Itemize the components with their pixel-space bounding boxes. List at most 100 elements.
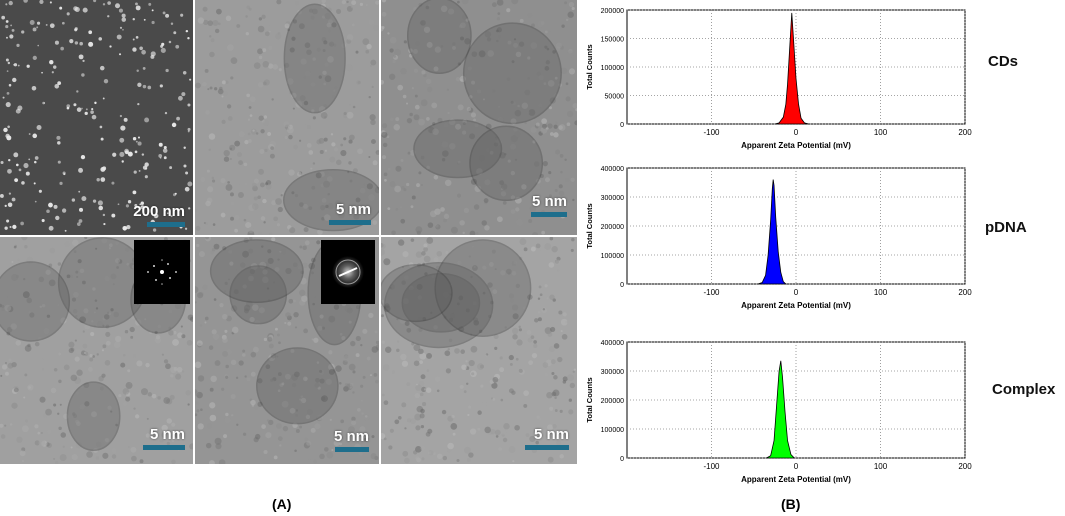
noise-speck (15, 340, 22, 346)
noise-speck (161, 353, 165, 356)
noise-speck (457, 160, 461, 164)
noise-speck (572, 370, 575, 373)
nanoparticle-dot (21, 30, 25, 34)
noise-speck (21, 460, 24, 463)
x-tick-label: 200 (958, 462, 972, 471)
noise-speck (433, 325, 438, 330)
noise-speck (495, 435, 499, 438)
noise-speck (396, 340, 400, 343)
noise-speck (282, 425, 289, 432)
nanoparticle-dot (81, 196, 87, 202)
noise-speck (400, 158, 404, 162)
noise-speck (470, 112, 477, 118)
noise-speck (510, 118, 517, 125)
diffraction-pattern-icon (147, 259, 177, 285)
noise-speck (421, 251, 426, 256)
noise-speck (383, 437, 387, 441)
noise-speck (26, 297, 32, 304)
nanoparticle-dot (132, 47, 137, 52)
nanoparticle-dot (73, 103, 77, 107)
nanoparticle-dot (81, 73, 85, 77)
noise-speck (252, 304, 259, 311)
noise-speck (227, 278, 231, 281)
noise-speck (46, 442, 52, 448)
nanoparticle-dot (126, 224, 131, 230)
noise-speck (195, 82, 201, 89)
noise-speck (366, 183, 373, 190)
noise-speck (327, 203, 334, 210)
noise-speck (313, 296, 317, 299)
noise-speck (25, 419, 29, 423)
noise-speck (401, 402, 407, 408)
nanoparticle-dot (8, 0, 13, 6)
nanoparticle-dot (187, 130, 190, 133)
nanoparticle-dot (57, 141, 61, 145)
noise-speck (432, 122, 436, 126)
noise-speck (441, 141, 449, 148)
noise-speck (529, 117, 535, 122)
noise-speck (350, 340, 356, 347)
noise-speck (115, 240, 120, 246)
nanoparticle-dot (141, 49, 146, 55)
noise-speck (514, 109, 522, 117)
nanoparticle-dot (11, 28, 15, 32)
noise-speck (547, 80, 555, 87)
noise-speck (530, 335, 535, 339)
noise-speck (145, 433, 151, 438)
noise-speck (542, 362, 549, 368)
noise-speck (112, 283, 115, 286)
noise-speck (229, 192, 234, 197)
noise-speck (567, 11, 574, 18)
noise-speck (212, 333, 220, 340)
noise-speck (258, 168, 264, 175)
noise-speck (75, 419, 80, 424)
nanoparticle-dot (103, 222, 106, 226)
noise-speck (346, 34, 354, 41)
noise-speck (19, 450, 26, 457)
noise-speck (449, 326, 454, 331)
noise-speck (500, 429, 507, 436)
carbon-dot-particle (434, 239, 532, 337)
nanoparticle-dot (34, 160, 37, 164)
noise-speck (420, 408, 425, 414)
noise-speck (199, 324, 203, 327)
noise-speck (82, 330, 85, 333)
noise-speck (402, 297, 409, 305)
noise-speck (147, 392, 152, 397)
noise-speck (242, 353, 246, 357)
noise-speck (103, 314, 110, 320)
nanoparticle-dot (100, 137, 104, 141)
noise-speck (294, 371, 300, 378)
noise-speck (53, 457, 56, 460)
noise-speck (466, 382, 469, 385)
noise-speck (307, 125, 311, 130)
noise-speck (356, 408, 361, 412)
noise-speck (518, 41, 525, 47)
noise-speck (511, 60, 515, 64)
noise-speck (1, 364, 8, 370)
noise-speck (209, 35, 212, 38)
noise-speck (366, 356, 371, 361)
noise-speck (481, 220, 487, 226)
noise-speck (227, 181, 230, 184)
noise-speck (531, 352, 538, 359)
noise-speck (360, 441, 364, 445)
noise-speck (269, 232, 273, 235)
noise-speck (181, 237, 188, 241)
noise-speck (561, 24, 565, 28)
x-tick-label: -100 (703, 128, 720, 137)
noise-speck (548, 171, 552, 175)
noise-speck (308, 262, 316, 270)
noise-speck (381, 432, 386, 440)
noise-speck (304, 240, 310, 246)
noise-speck (473, 317, 479, 323)
noise-speck (319, 369, 323, 373)
noise-speck (550, 326, 556, 333)
scale-line (525, 445, 569, 450)
noise-speck (316, 361, 320, 364)
noise-speck (247, 280, 252, 285)
noise-speck (4, 361, 8, 365)
nanoparticle-dot (8, 83, 12, 87)
noise-speck (84, 323, 91, 330)
scale-bar: 5 nm (525, 427, 569, 450)
